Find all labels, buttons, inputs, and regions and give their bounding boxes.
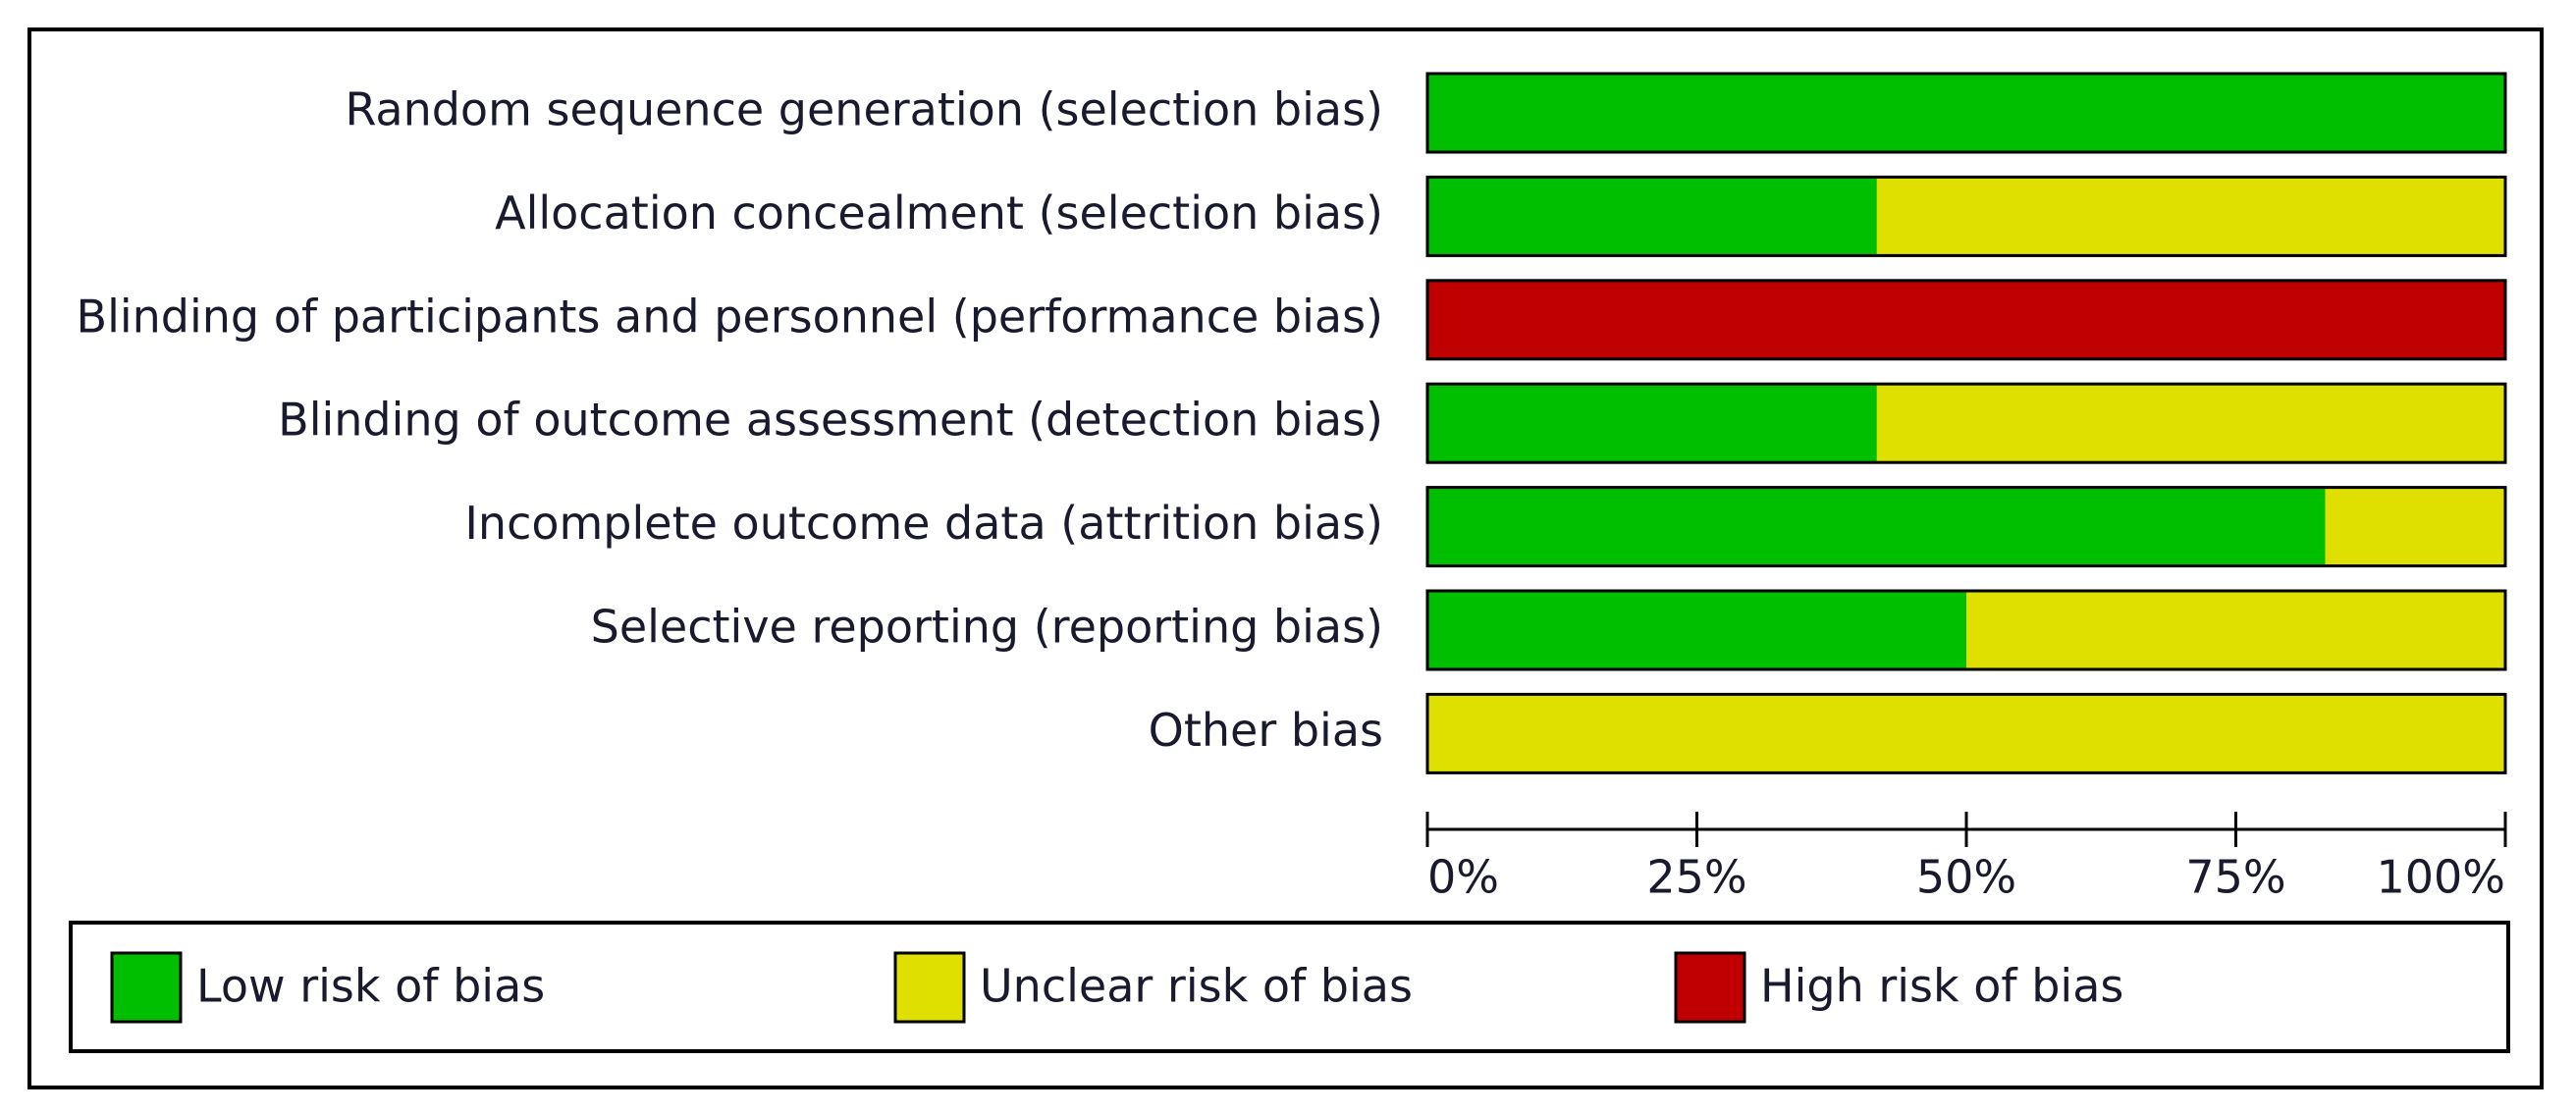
legend-swatch <box>893 951 966 1024</box>
bar-segment <box>1427 694 2505 773</box>
bar-outline <box>1425 382 2507 464</box>
bar-segment <box>1427 487 2326 566</box>
x-tick-label: 0% <box>1427 851 1499 904</box>
category-label: Random sequence generation (selection bi… <box>345 83 1383 136</box>
bar-outline <box>1425 175 2507 257</box>
bar-segment <box>1427 74 2505 152</box>
category-label: Blinding of outcome assessment (detectio… <box>278 394 1383 447</box>
category-label: Blinding of participants and personnel (… <box>77 290 1383 343</box>
bar-segment <box>2325 487 2505 566</box>
category-label: Selective reporting (reporting bias) <box>591 601 1383 654</box>
x-tick-label: 100% <box>2376 851 2505 904</box>
legend-label: High risk of bias <box>1760 960 2123 1013</box>
bar-outline <box>1425 72 2507 154</box>
bar-segment <box>1876 177 2505 256</box>
category-label: Other bias <box>1149 704 1383 757</box>
bar-segment <box>1966 591 2505 669</box>
legend-box <box>69 921 2510 1053</box>
bar-outline <box>1425 279 2507 361</box>
bar-segment <box>1427 177 1877 256</box>
bar-outline <box>1425 486 2507 568</box>
x-tick-label: 75% <box>2185 851 2285 904</box>
legend-label: Low risk of bias <box>196 960 545 1013</box>
category-label: Incomplete outcome data (attrition bias) <box>464 497 1383 550</box>
legend-swatch <box>1674 951 1746 1024</box>
bar-segment <box>1427 591 1966 669</box>
bar-segment <box>1427 280 2505 359</box>
legend-swatch <box>110 951 183 1024</box>
bar-outline <box>1425 692 2507 774</box>
bar-segment <box>1876 384 2505 463</box>
x-tick-label: 50% <box>1916 851 2016 904</box>
legend-label: Unclear risk of bias <box>980 960 1413 1013</box>
category-label: Allocation concealment (selection bias) <box>495 186 1383 239</box>
bar-outline <box>1425 589 2507 671</box>
bar-segment <box>1427 384 1877 463</box>
x-tick-label: 25% <box>1646 851 1746 904</box>
